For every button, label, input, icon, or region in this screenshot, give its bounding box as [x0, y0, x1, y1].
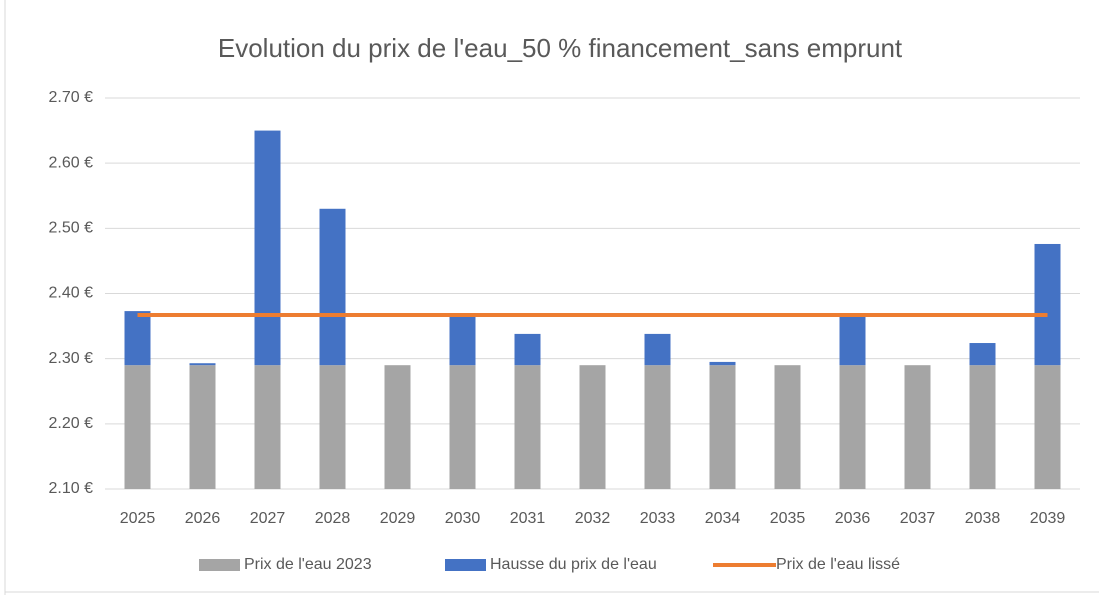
bar	[514, 365, 541, 489]
x-tick-label: 2028	[315, 510, 351, 527]
bar	[254, 130, 281, 366]
x-tick-label: 2033	[640, 510, 676, 527]
x-tick-label: 2035	[770, 510, 806, 527]
bar	[319, 365, 346, 489]
bar	[774, 365, 801, 489]
legend-swatch	[199, 559, 240, 571]
y-tick-label: 2.50 €	[49, 220, 94, 237]
bar	[319, 208, 346, 366]
y-tick-label: 2.20 €	[49, 415, 94, 432]
legend-swatch	[445, 559, 486, 571]
x-tick-label: 2038	[965, 510, 1001, 527]
y-tick-label: 2.10 €	[49, 480, 94, 497]
bar	[449, 365, 476, 489]
bar	[254, 365, 281, 489]
bar	[969, 365, 996, 489]
x-tick-label: 2030	[445, 510, 481, 527]
bar	[1034, 365, 1061, 489]
bar	[709, 365, 736, 489]
bar	[124, 365, 151, 489]
legend-label: Hausse du prix de l'eau	[490, 556, 657, 573]
x-tick-label: 2034	[705, 510, 741, 527]
bar	[384, 365, 411, 489]
x-tick-label: 2026	[185, 510, 221, 527]
x-tick-label: 2037	[900, 510, 936, 527]
bar	[124, 311, 151, 366]
bar	[449, 313, 476, 366]
bar	[709, 361, 736, 366]
y-tick-label: 2.70 €	[49, 89, 94, 106]
x-tick-label: 2025	[120, 510, 156, 527]
x-tick-label: 2027	[250, 510, 286, 527]
bar	[839, 313, 866, 366]
y-tick-label: 2.40 €	[49, 285, 94, 302]
legend-label: Prix de l'eau lissé	[776, 556, 900, 573]
bar	[839, 365, 866, 489]
bar	[1034, 243, 1061, 366]
bar	[189, 363, 216, 366]
bar	[644, 365, 671, 489]
bar	[189, 365, 216, 489]
legend-label: Prix de l'eau 2023	[244, 556, 372, 573]
bar	[969, 343, 996, 366]
chart-title: Evolution du prix de l'eau_50 % financem…	[218, 33, 903, 63]
bar	[644, 333, 671, 366]
x-tick-label: 2029	[380, 510, 416, 527]
x-tick-label: 2031	[510, 510, 546, 527]
x-tick-label: 2036	[835, 510, 871, 527]
y-tick-label: 2.30 €	[49, 350, 94, 367]
x-tick-label: 2032	[575, 510, 611, 527]
x-tick-label: 2039	[1030, 510, 1066, 527]
bar	[514, 333, 541, 366]
bar	[579, 365, 606, 489]
y-tick-label: 2.60 €	[49, 154, 94, 171]
bar	[904, 365, 931, 489]
